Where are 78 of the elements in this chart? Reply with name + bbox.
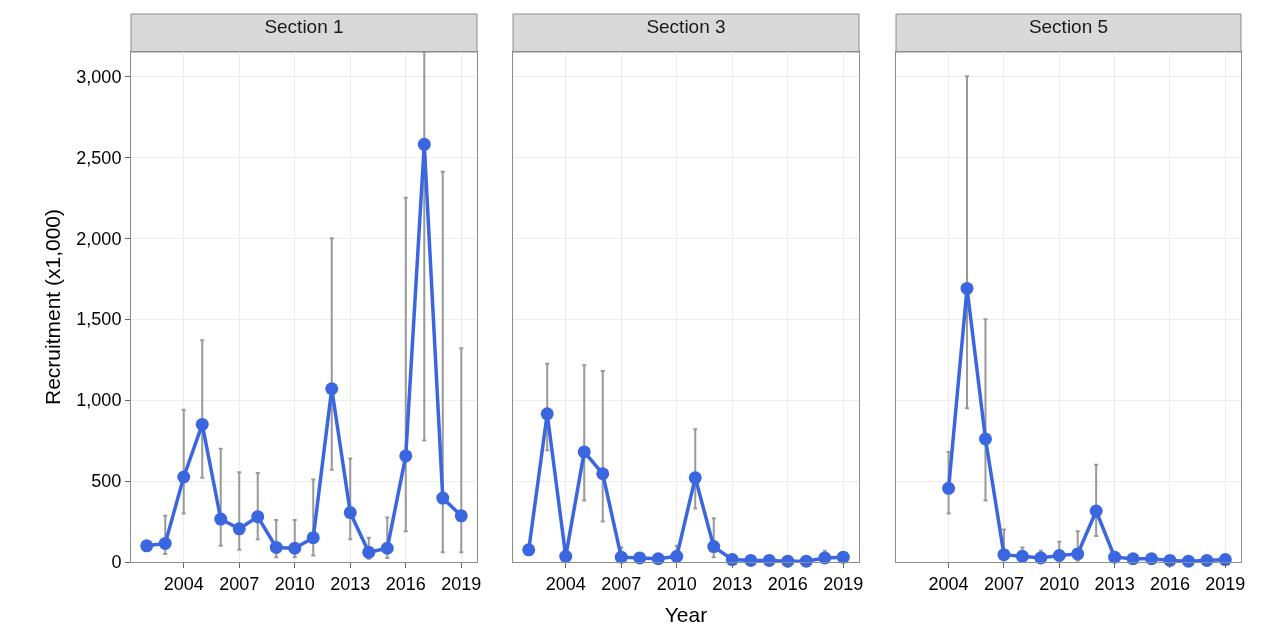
point [960,281,974,295]
point [1052,549,1066,563]
point [214,512,228,526]
x-tick-label: 2013 [330,573,371,594]
y-tick-label: 0 [111,552,122,573]
point [1089,504,1103,518]
point [596,467,610,481]
chart-title: Section 1 [264,15,344,37]
y-tick-label: 2,500 [76,147,122,168]
y-tick-label: 1,500 [76,309,122,330]
point [1071,547,1085,561]
point [399,449,413,463]
x-tick-label: 2016 [1149,573,1190,594]
point [454,509,468,523]
x-tick-label: 2004 [545,573,586,594]
x-tick-label: 2007 [983,573,1024,594]
x-tick-label: 2016 [767,573,808,594]
point [1218,553,1232,567]
point [195,417,209,431]
point [140,539,154,553]
point [997,548,1011,562]
point [1145,552,1159,566]
point [269,540,283,554]
x-tick-label: 2007 [219,573,260,594]
point [1126,552,1140,566]
point [799,554,813,568]
point [540,407,554,421]
y-tick-label: 500 [91,471,122,492]
x-tick-label: 2010 [1039,573,1080,594]
x-tick-label: 2013 [712,573,753,594]
point [762,553,776,567]
point [1181,554,1195,568]
point [232,522,246,536]
point [725,553,739,567]
x-tick-label: 2004 [928,573,969,594]
x-tick-label: 2013 [1094,573,1135,594]
point [417,137,431,151]
point [1200,553,1214,567]
point [288,541,302,555]
x-tick-label: 2019 [441,573,482,594]
x-tick-label: 2019 [1205,573,1246,594]
point [158,536,172,550]
point [362,545,376,559]
point [651,552,665,566]
chart-title: Section 3 [646,15,726,37]
point [836,550,850,564]
point [177,470,191,484]
y-tick-label: 1,000 [76,390,122,411]
point [614,550,628,564]
point [707,540,721,554]
point [1015,549,1029,563]
point [633,551,647,565]
point [343,506,357,520]
point [380,541,394,555]
y-tick-label: 2,000 [76,228,122,249]
point [559,549,573,563]
x-tick-label: 2019 [823,573,864,594]
x-axis-title: Year [664,602,708,626]
x-tick-label: 2016 [385,573,426,594]
point [978,432,992,446]
point [688,471,702,485]
x-tick-label: 2004 [163,573,204,594]
chart-title: Section 5 [1028,15,1109,37]
point [1108,550,1122,564]
point [436,491,450,505]
x-tick-label: 2007 [601,573,642,594]
point [577,445,591,459]
y-tick-label: 3,000 [76,66,122,87]
point [306,531,320,545]
point [744,553,758,567]
x-tick-label: 2010 [274,573,315,594]
point [670,549,684,563]
point [522,543,536,557]
point [325,382,339,396]
point [251,510,265,524]
x-tick-label: 2010 [656,573,697,594]
y-axis-title: Recruitment (x1,000) [40,208,64,406]
point [942,481,956,495]
